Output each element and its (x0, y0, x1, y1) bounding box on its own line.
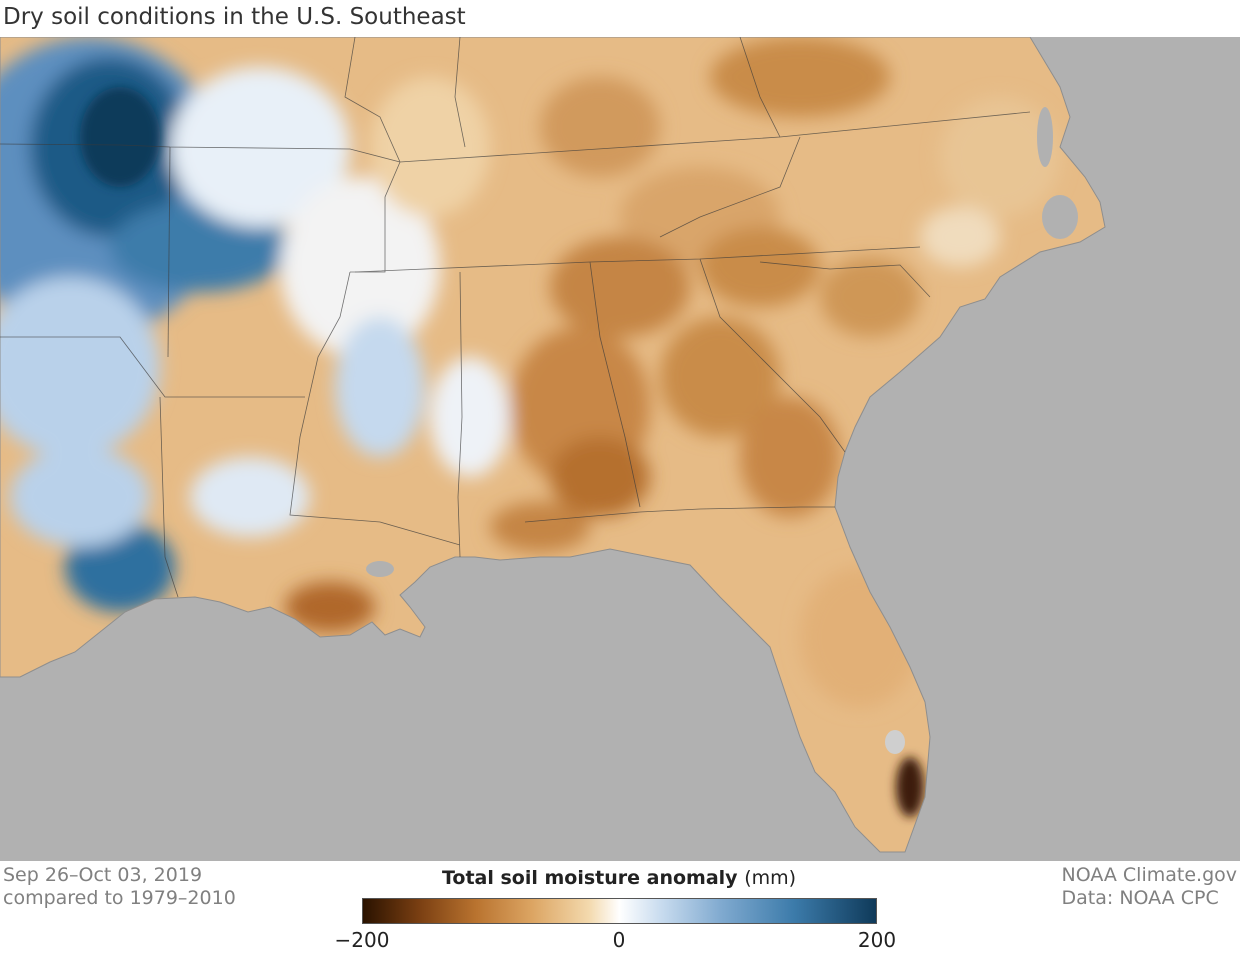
soil-moisture-map (0, 37, 1240, 861)
legend-title: Total soil moisture anomaly (mm) (360, 867, 878, 889)
legend-title-text: Total soil moisture anomaly (441, 867, 738, 889)
chesapeake-bay (1037, 107, 1053, 167)
credit-source: NOAA Climate.gov (1061, 864, 1237, 886)
legend-max-label: 200 (857, 928, 897, 952)
legend-mid-label: 0 (612, 928, 626, 952)
map-title: Dry soil conditions in the U.S. Southeas… (3, 4, 466, 30)
state-borders (0, 37, 1031, 598)
lake-pontchartrain (366, 561, 394, 577)
baseline-period: compared to 1979–2010 (3, 887, 236, 909)
credit-info: NOAA Climate.gov Data: NOAA CPC (1062, 864, 1237, 910)
credit-data: Data: NOAA CPC (1061, 887, 1219, 909)
legend-unit: (mm) (744, 867, 797, 889)
legend-gradient (363, 899, 876, 923)
date-range: Sep 26–Oct 03, 2019 (3, 864, 203, 886)
map-canvas (0, 37, 1240, 861)
pamlico-sound (1042, 195, 1078, 239)
legend-min-label: −200 (334, 928, 390, 952)
period-info: Sep 26–Oct 03, 2019 compared to 1979–201… (3, 864, 236, 910)
lake-okeechobee (885, 730, 905, 754)
legend-color-bar (362, 898, 877, 924)
